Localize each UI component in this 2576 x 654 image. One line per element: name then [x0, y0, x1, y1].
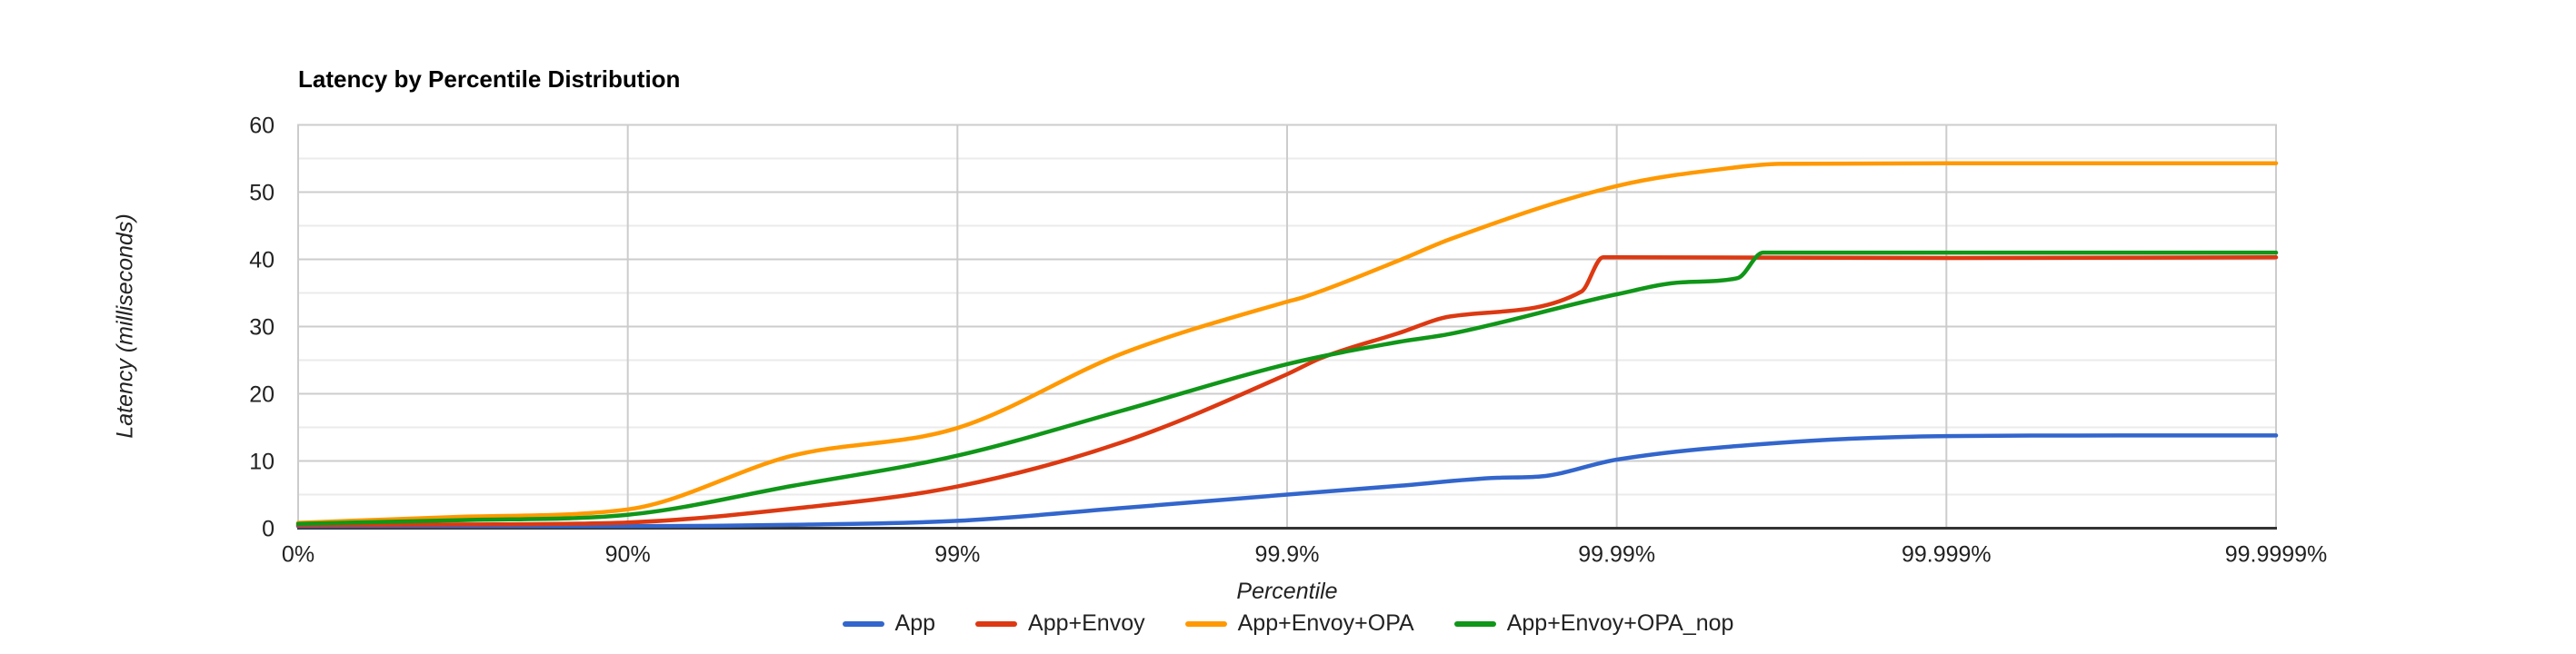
- y-tick-label: 40: [249, 248, 275, 273]
- y-tick-label: 30: [249, 315, 275, 341]
- y-tick-label: 0: [262, 517, 275, 542]
- x-tick-label: 99.9999%: [2225, 542, 2328, 568]
- x-tick-label: 99.999%: [1902, 542, 1992, 568]
- series-line-app[interactable]: [295, 433, 2279, 529]
- legend: App App+Envoy App+Envoy+OPA App+Envoy+OP…: [0, 610, 2576, 637]
- legend-label: App+Envoy: [1028, 610, 1145, 636]
- legend-swatch: [1453, 620, 1496, 627]
- x-tick-label: 0%: [282, 542, 315, 568]
- legend-item-app-envoy-opa: App+Envoy+OPA: [1184, 610, 1414, 637]
- legend-item-app: App: [842, 610, 936, 637]
- y-axis-labels: 0 10 20 30 40 50 60: [249, 114, 275, 542]
- legend-swatch: [842, 620, 884, 627]
- x-tick-label: 99.9%: [1255, 542, 1320, 568]
- y-tick-label: 50: [249, 181, 275, 206]
- legend-swatch: [1184, 620, 1227, 627]
- legend-item-app-envoy: App+Envoy: [975, 610, 1145, 637]
- y-tick-label: 20: [249, 382, 275, 408]
- chart-title: Latency by Percentile Distribution: [298, 65, 681, 93]
- legend-label: App+Envoy+OPA_nop: [1506, 610, 1734, 636]
- legend-swatch: [975, 620, 1018, 627]
- x-tick-label: 99.99%: [1578, 542, 1655, 568]
- x-tick-label: 90%: [605, 542, 651, 568]
- y-tick-label: 10: [249, 450, 275, 475]
- x-axis-title: Percentile: [1236, 579, 1338, 604]
- x-axis-labels: 0% 90% 99% 99.9% 99.99% 99.999% 99.9999%: [282, 542, 2327, 568]
- legend-label: App: [894, 610, 936, 636]
- gridlines: [297, 124, 2277, 530]
- legend-label: App+Envoy+OPA: [1237, 610, 1414, 636]
- series-lines: [295, 161, 2279, 529]
- series-line-app-envoy-opa-nop[interactable]: [295, 250, 2279, 526]
- series-line-app-envoy-opa[interactable]: [295, 161, 2279, 525]
- y-tick-label: 60: [249, 114, 275, 139]
- x-tick-label: 99%: [934, 542, 980, 568]
- legend-item-app-envoy-opa-nop: App+Envoy+OPA_nop: [1453, 610, 1734, 637]
